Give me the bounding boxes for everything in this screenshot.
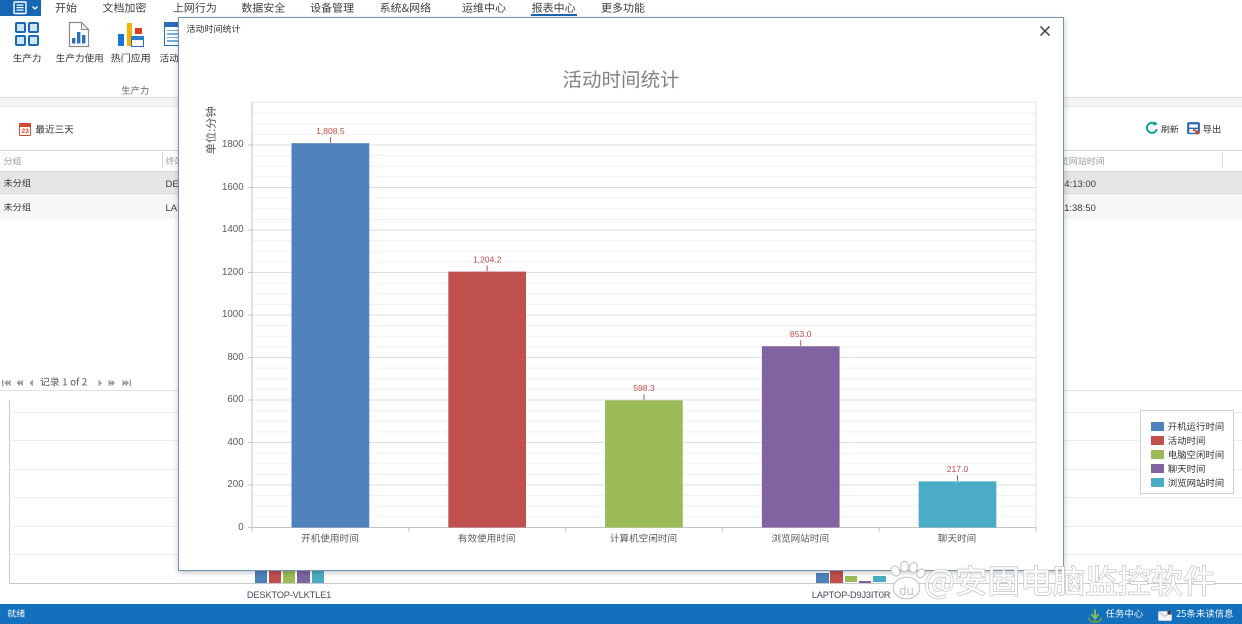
svg-text:217.0: 217.0 [946, 464, 968, 474]
svg-text:1,808.5: 1,808.5 [316, 125, 345, 135]
svg-text:598.3: 598.3 [633, 383, 655, 393]
svg-text:853.0: 853.0 [789, 329, 811, 339]
svg-text:1,204.2: 1,204.2 [472, 254, 501, 264]
